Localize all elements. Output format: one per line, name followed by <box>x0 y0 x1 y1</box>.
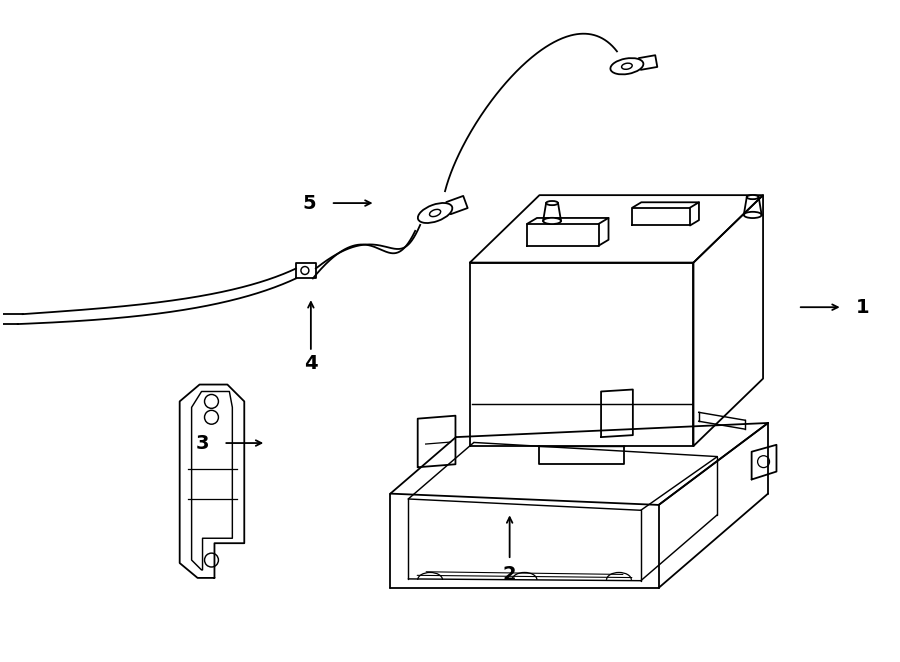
Text: 4: 4 <box>304 354 318 373</box>
Text: 1: 1 <box>856 298 869 316</box>
Ellipse shape <box>418 203 453 223</box>
Ellipse shape <box>610 58 644 74</box>
Text: 2: 2 <box>503 565 517 585</box>
Ellipse shape <box>747 195 759 199</box>
Text: 3: 3 <box>196 434 210 453</box>
Ellipse shape <box>543 218 561 224</box>
Ellipse shape <box>546 201 558 205</box>
Ellipse shape <box>743 212 761 218</box>
Text: 5: 5 <box>302 193 316 213</box>
